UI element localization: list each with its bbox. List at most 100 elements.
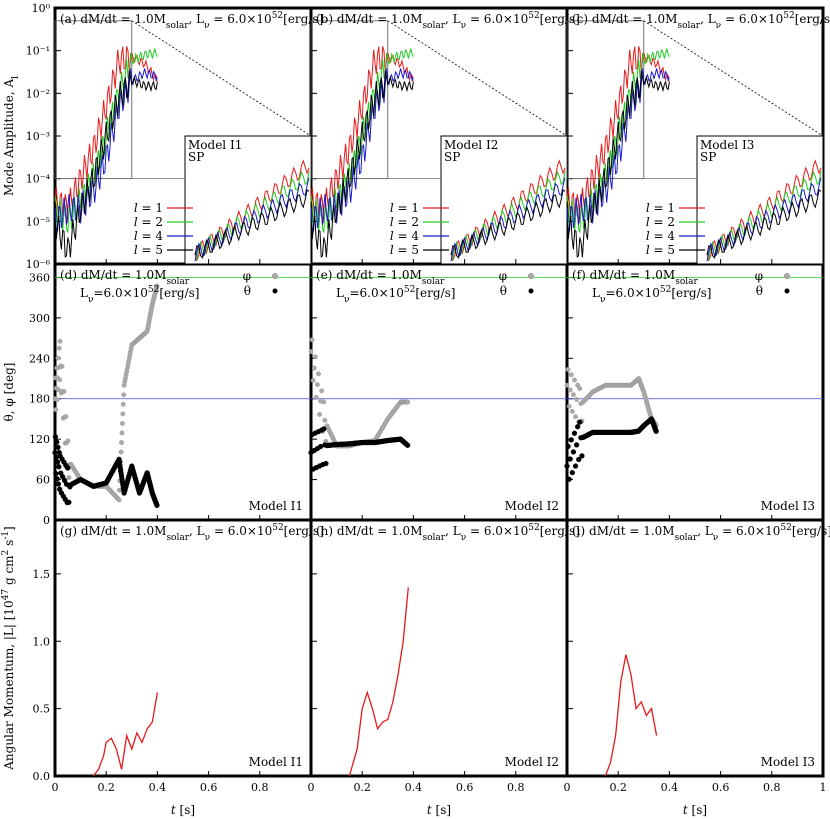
theta-point <box>579 453 585 459</box>
x-tick-label: 0.6 <box>200 781 218 794</box>
legend-marker-phi <box>272 273 278 279</box>
phi-point <box>57 377 63 383</box>
zoom-connector <box>387 20 568 137</box>
panel-label-mid-lum: Lν=6.0×1052[erg/s] <box>592 285 711 305</box>
theta-point <box>566 476 572 482</box>
phi-point <box>316 371 321 377</box>
phi-point <box>566 403 572 409</box>
y-tick-label-top: 10⁻⁴ <box>26 173 51 186</box>
mode-line-l4 <box>566 68 670 233</box>
y-tick-label-mid: 360 <box>29 271 50 284</box>
y-tick-label-mid: 240 <box>29 352 50 365</box>
theta-point <box>404 442 411 448</box>
phi-point <box>572 377 577 383</box>
phi-point <box>121 392 127 398</box>
y-tick-label-bot: 0.0 <box>33 770 51 783</box>
x-tick-label: 0.6 <box>712 781 730 794</box>
legend-marker-phi <box>528 273 534 279</box>
inset-line <box>194 189 310 259</box>
mode-line-l5 <box>310 70 414 258</box>
theta-point <box>54 459 61 465</box>
theta-point <box>56 464 62 470</box>
legend-label-top: l = 5 <box>134 243 163 257</box>
phi-point <box>119 430 125 436</box>
phi-point <box>119 420 125 426</box>
y-tick-label-top: 10⁻⁶ <box>26 258 51 271</box>
theta-point <box>570 449 577 455</box>
theta-point <box>575 424 581 430</box>
legend-marker-theta <box>272 288 278 294</box>
phi-point <box>321 399 327 405</box>
x-axis-label: t [s] <box>171 803 195 817</box>
phi-point <box>309 337 315 343</box>
phi-point <box>310 377 316 383</box>
phi-point <box>154 283 160 289</box>
theta-point <box>323 460 329 467</box>
phi-point <box>59 363 65 369</box>
panel-label-mid-lum: Lν=6.0×1052[erg/s] <box>80 285 199 305</box>
inset-model-label: Model I3 <box>700 138 754 152</box>
y-tick-label-mid: 0 <box>43 514 50 527</box>
panel-label-top: (c) dM/dt = 1.0Msolar, Lν = 6.0×1052[erg… <box>572 11 830 31</box>
theta-point <box>154 502 160 509</box>
x-axis-label: t [s] <box>683 803 707 817</box>
legend-marker-theta <box>528 288 534 294</box>
phi-point <box>567 387 573 393</box>
angular-momentum-line <box>92 692 159 777</box>
panel-label-top: (b) dM/dt = 1.0Msolar, Lν = 6.0×1052[erg… <box>316 11 580 31</box>
panel-frame <box>565 518 825 778</box>
phi-point <box>577 386 583 391</box>
legend-label-top: l = 1 <box>646 201 675 215</box>
phi-point <box>55 387 61 393</box>
model-label-mid: Model I1 <box>249 499 303 513</box>
theta-point <box>573 442 580 448</box>
legend-label-top: l = 2 <box>390 215 419 229</box>
phi-point <box>569 409 575 414</box>
model-label-bot: Model I3 <box>761 755 815 769</box>
x-tick-label: 0 <box>308 781 315 794</box>
legend-label-top: l = 1 <box>390 201 419 215</box>
theta-point <box>52 434 59 440</box>
panel-label-bot: (i) dM/dt = 1.0Msolar, Lν = 6.0×1052[erg… <box>572 523 830 543</box>
phi-point <box>313 394 319 400</box>
legend-label-phi: φ <box>755 269 763 283</box>
y-axis-label-bot: Angular Momentum, |L| [1047 g cm2 s-1] <box>1 526 16 771</box>
legend-label-top: l = 2 <box>134 215 163 229</box>
inset-model-label: Model I2 <box>444 138 498 152</box>
phi-point <box>312 354 318 360</box>
y-axis-label-mid: θ, φ [deg] <box>2 363 16 422</box>
legend-marker-theta <box>784 288 790 294</box>
x-tick-label: 0.6 <box>456 781 474 794</box>
model-label-bot: Model I2 <box>505 755 559 769</box>
phi-point <box>405 399 411 405</box>
theta-point <box>567 456 573 462</box>
inset-sp-label: SP <box>700 150 716 164</box>
x-tick-label: 0.2 <box>353 781 371 794</box>
theta-point <box>55 444 61 450</box>
y-tick-label-top: 10⁰ <box>32 2 51 15</box>
theta-point <box>565 443 571 450</box>
model-label-bot: Model I1 <box>249 755 303 769</box>
zoom-connector <box>643 20 824 137</box>
phi-point <box>120 401 126 407</box>
phi-point <box>55 355 61 361</box>
panel-frame <box>309 518 569 778</box>
phi-point <box>564 382 570 388</box>
legend-label-top: l = 4 <box>134 229 164 243</box>
phi-point <box>56 345 62 351</box>
y-tick-label-top: 10⁻² <box>26 87 50 100</box>
theta-point <box>54 476 60 482</box>
panel-label-mid-lum: Lν=6.0×1052[erg/s] <box>336 285 455 305</box>
y-tick-label-mid: 300 <box>29 312 50 325</box>
phi-point <box>66 475 72 481</box>
panel-label-bot: (g) dM/dt = 1.0Msolar, Lν = 6.0×1052[erg… <box>60 523 324 543</box>
phi-point <box>116 497 122 503</box>
panel-label-mid: (f) dM/dt = 1.0Msolar <box>572 268 698 287</box>
panel-label-mid: (d) dM/dt = 1.0Msolar <box>60 268 190 287</box>
phi-point <box>573 414 578 420</box>
phi-point <box>61 389 67 394</box>
mode-line-l5 <box>54 70 158 258</box>
legend-label-theta: θ <box>756 284 763 298</box>
legend-label-top: l = 5 <box>646 243 675 257</box>
legend-label-top: l = 4 <box>390 229 420 243</box>
